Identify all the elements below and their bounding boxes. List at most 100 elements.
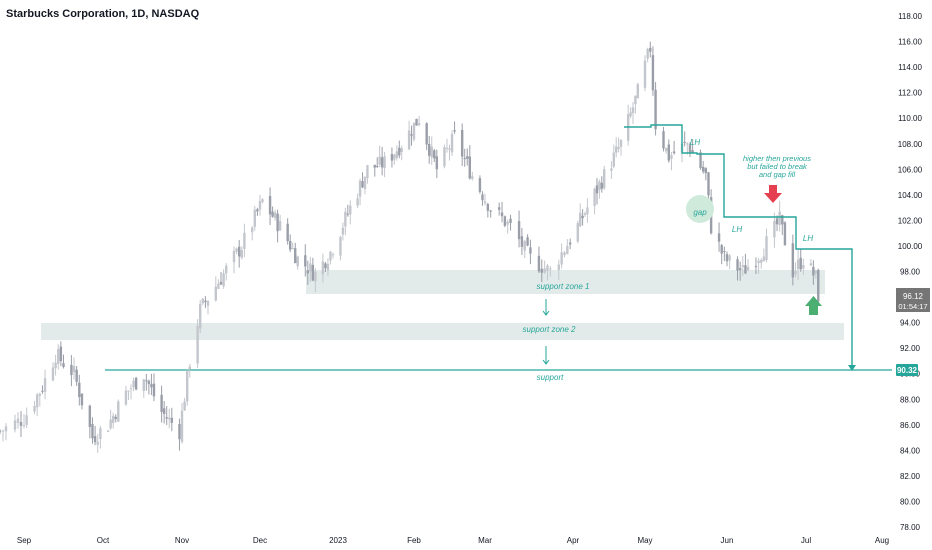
candle <box>314 268 317 293</box>
x-tick-label: Feb <box>407 536 421 545</box>
last-price-label: 96.12 01:54:17 <box>896 288 930 312</box>
candle <box>273 209 277 221</box>
support-price-value: 90.32 <box>897 366 918 375</box>
candle <box>725 251 729 267</box>
candle <box>468 145 471 180</box>
candle <box>346 204 350 217</box>
candle <box>443 144 446 169</box>
candle <box>717 222 721 252</box>
candle <box>757 257 760 274</box>
candle <box>566 239 569 255</box>
support-zone-2-rect <box>41 323 844 340</box>
y-tick-label: 110.00 <box>898 114 922 123</box>
candle <box>393 153 396 165</box>
candle <box>595 178 599 205</box>
lower-high-step-line <box>624 124 853 368</box>
candle <box>288 234 292 253</box>
y-tick-label: 78.00 <box>900 523 921 532</box>
candle <box>339 235 342 261</box>
candle <box>415 118 418 126</box>
candle <box>366 164 369 184</box>
symbol-title: Starbucks Corporation, 1D, NASDAQ <box>6 8 200 20</box>
candle <box>214 276 217 302</box>
candle <box>636 82 639 99</box>
candle <box>91 417 94 444</box>
candle <box>222 269 225 289</box>
y-tick-label: 94.00 <box>900 319 921 328</box>
candle <box>145 374 148 391</box>
candle <box>168 408 171 429</box>
x-tick-label: May <box>637 536 652 545</box>
candle <box>483 193 487 206</box>
candle <box>586 198 589 223</box>
candle <box>529 239 532 265</box>
x-axis[interactable]: Sep Oct Nov Dec 2023 Feb Mar Apr May Jun Jul Aug <box>17 536 889 545</box>
candle <box>304 244 307 277</box>
candle <box>324 262 327 273</box>
candle <box>251 226 254 241</box>
candle <box>206 300 210 315</box>
candle <box>651 46 655 96</box>
candle <box>219 272 223 285</box>
candle <box>537 246 541 273</box>
candle <box>497 202 501 216</box>
x-tick-label: Mar <box>478 536 492 545</box>
candle <box>794 262 797 278</box>
candle <box>448 144 451 161</box>
zone1-arrow-head <box>542 310 550 316</box>
candle <box>583 211 587 218</box>
candle <box>744 253 747 274</box>
y-tick-label: 116.00 <box>898 38 922 47</box>
y-axis[interactable]: 118.00 116.00 114.00 112.00 110.00 108.00 106.… <box>898 12 923 532</box>
candle <box>311 257 315 282</box>
candle <box>363 176 367 195</box>
candle <box>691 139 694 153</box>
candle <box>631 102 635 124</box>
candle <box>646 47 649 63</box>
candle <box>503 215 507 228</box>
candle <box>466 148 469 166</box>
candle <box>746 259 750 272</box>
candle <box>0 429 2 435</box>
candle <box>33 400 36 415</box>
candle <box>560 243 563 269</box>
candle <box>704 167 708 181</box>
candle <box>380 146 384 176</box>
candle <box>754 257 758 274</box>
candle <box>410 125 413 146</box>
candle <box>775 215 779 232</box>
candle <box>672 140 676 155</box>
candle <box>271 206 274 218</box>
candle <box>720 243 723 265</box>
lh-label-3: LH <box>803 234 813 243</box>
candle <box>238 240 241 268</box>
candle <box>500 201 504 223</box>
y-tick-label: 118.00 <box>898 12 922 21</box>
candle <box>150 373 153 396</box>
candle <box>549 266 552 277</box>
x-tick-label: Apr <box>567 536 580 545</box>
candle <box>557 259 561 281</box>
candle <box>627 104 630 146</box>
candle <box>615 137 618 158</box>
y-tick-label: 88.00 <box>900 395 921 404</box>
candle <box>603 165 606 191</box>
y-tick-label: 104.00 <box>898 191 923 200</box>
candle <box>180 402 184 444</box>
support-arrowhead <box>848 365 856 371</box>
candle <box>127 390 130 400</box>
candle <box>783 221 787 246</box>
zone2-arrow-head <box>542 359 550 365</box>
candle <box>373 164 376 177</box>
candle <box>54 354 57 376</box>
candle <box>428 135 431 164</box>
candle <box>286 218 289 245</box>
candle <box>543 260 546 274</box>
candle <box>600 176 603 193</box>
candle <box>400 145 403 161</box>
candle <box>610 161 613 179</box>
candle <box>268 187 272 226</box>
candle <box>256 207 259 216</box>
candle <box>196 319 199 368</box>
